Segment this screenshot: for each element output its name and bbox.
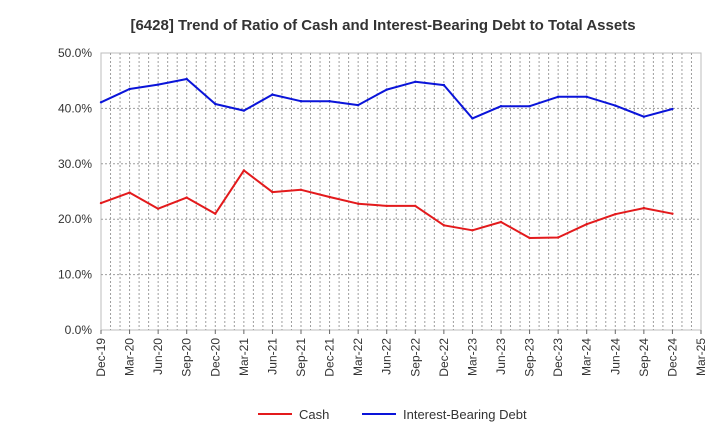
data-point	[299, 188, 303, 191]
x-tick-label: Sep-23	[523, 338, 537, 377]
y-tick-label: 50.0%	[58, 46, 92, 60]
x-tick-label: Mar-21	[237, 338, 251, 376]
legend-label: Interest-Bearing Debt	[403, 407, 527, 422]
x-tick-label: Mar-22	[351, 338, 365, 376]
data-point	[328, 195, 331, 199]
x-tick-label: Mar-20	[123, 338, 137, 376]
series-interest-bearing-debt	[99, 77, 674, 120]
data-point	[185, 196, 188, 199]
x-tick-label: Dec-22	[437, 338, 451, 377]
y-axis: 0.0% 10.0% 20.0% 30.0% 40.0% 50.0%	[58, 46, 92, 337]
x-tick-label: Sep-20	[180, 338, 194, 377]
y-tick-label: 10.0%	[58, 268, 92, 282]
series-cash	[99, 169, 674, 240]
legend-label: Cash	[299, 407, 329, 422]
data-point	[299, 100, 303, 103]
x-tick-label: Mar-23	[465, 338, 479, 376]
x-tick-label: Jun-23	[494, 338, 508, 375]
data-point	[442, 224, 446, 227]
data-point	[99, 101, 103, 104]
x-axis: Dec-19 Mar-20 Jun-20 Sep-20 Dec-20 Mar-21 Jun-…	[94, 330, 708, 377]
chart-title: [6428] Trend of Ratio of Cash and Intere…	[130, 17, 635, 34]
y-tick-label: 20.0%	[58, 212, 92, 226]
data-point	[356, 103, 360, 107]
data-point	[328, 100, 331, 103]
data-point	[414, 80, 417, 84]
data-point	[214, 102, 217, 106]
y-tick-label: 30.0%	[58, 157, 92, 171]
data-point	[499, 220, 503, 224]
x-tick-label: Sep-24	[637, 338, 651, 377]
x-tick-label: Dec-19	[94, 338, 108, 377]
data-point	[499, 105, 503, 108]
data-point	[242, 169, 246, 172]
data-point	[471, 117, 474, 120]
x-tick-label: Mar-25	[694, 338, 708, 376]
data-point	[671, 212, 674, 215]
x-tick-label: Dec-21	[323, 338, 337, 377]
legend[interactable]: Cash Interest-Bearing Debt	[258, 407, 527, 422]
data-point	[642, 115, 646, 118]
data-point	[585, 95, 588, 99]
x-tick-label: Mar-24	[580, 338, 594, 376]
data-point	[271, 93, 274, 96]
x-tick-label: Sep-21	[294, 338, 308, 377]
data-point	[242, 109, 246, 112]
x-tick-label: Dec-23	[551, 338, 565, 377]
data-point	[642, 206, 646, 210]
data-point	[385, 204, 388, 208]
legend-item-interest-bearing-debt[interactable]: Interest-Bearing Debt	[362, 407, 527, 422]
data-point	[442, 83, 446, 87]
data-point	[585, 223, 588, 226]
plot-area	[100, 52, 702, 331]
data-point	[185, 77, 188, 81]
data-point	[156, 207, 160, 210]
data-point	[214, 212, 217, 215]
data-point	[614, 104, 617, 107]
data-point	[414, 204, 417, 208]
data-point	[528, 105, 531, 108]
data-point	[471, 229, 474, 232]
data-point	[128, 191, 131, 194]
data-point	[556, 95, 560, 99]
x-tick-label: Dec-20	[208, 338, 222, 377]
data-point	[528, 236, 531, 240]
data-point	[128, 87, 131, 91]
data-point	[614, 213, 617, 216]
series-group	[99, 77, 674, 240]
x-tick-label: Jun-21	[265, 338, 279, 375]
data-point	[356, 202, 360, 205]
data-point	[671, 107, 674, 111]
data-point	[271, 190, 274, 194]
y-tick-label: 0.0%	[65, 323, 93, 337]
x-tick-label: Jun-22	[380, 338, 394, 375]
data-point	[99, 201, 103, 205]
x-tick-label: Jun-20	[151, 338, 165, 375]
y-tick-label: 40.0%	[58, 101, 92, 115]
x-tick-label: Sep-22	[408, 338, 422, 377]
x-tick-label: Dec-24	[665, 338, 679, 377]
data-point	[556, 236, 560, 239]
x-tick-label: Jun-24	[608, 338, 622, 375]
data-point	[156, 83, 160, 86]
data-point	[385, 88, 388, 91]
legend-item-cash[interactable]: Cash	[258, 407, 329, 422]
